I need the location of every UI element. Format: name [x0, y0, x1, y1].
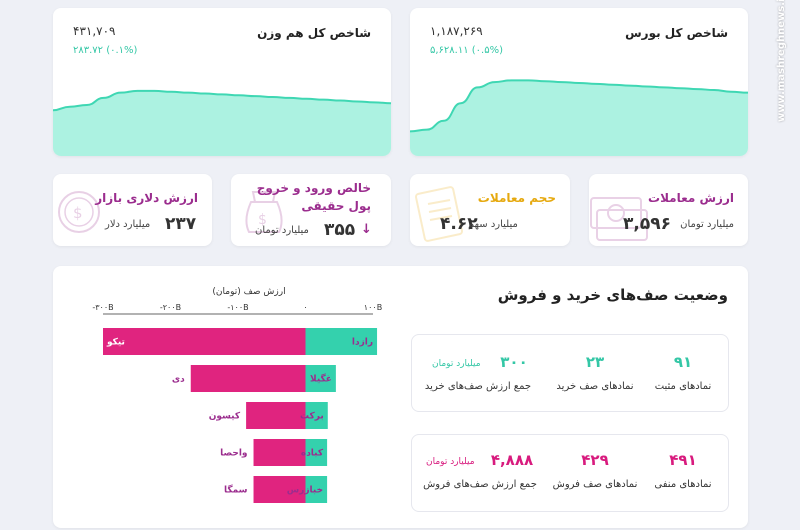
index-card-equal-weight: شاخص کل هم وزن ۴۳۱,۷۰۹ ۲۸۳.۷۲ (۰.۱%)	[53, 8, 391, 156]
buy-symbol-label: غگیلا	[310, 373, 332, 385]
sell-queue-label: نمادهای صف فروش	[552, 479, 638, 490]
dollar-icon: $	[58, 191, 100, 233]
buy-symbol-label: رازدا	[352, 338, 373, 348]
stat-card-real-money-flow: $ خالص ورود و خروج پول حقیقی ↓ ۳۵۵ میلیا…	[231, 174, 391, 246]
positive-label: نمادهای مثبت	[654, 381, 712, 392]
sell-queue-summary: ۴۹۱ نمادهای منفی ۴۲۹ نمادهای صف فروش ۴,۸…	[411, 434, 729, 512]
buy-symbol-label: کباده	[301, 449, 324, 459]
buy-symbol-label: خبازرس	[287, 486, 323, 496]
buy-bar	[305, 439, 328, 466]
index-value: ۴۳۱,۷۰۹	[73, 24, 116, 38]
index-card-main: شاخص کل بورس ۱,۱۸۷,۲۶۹ ۵,۶۲۸.۱۱ (۰.۵%)	[410, 8, 748, 156]
chart-title: ارزش صف (تومان)	[212, 287, 285, 297]
svg-text:$: $	[73, 204, 83, 222]
buy-total-label: جمع ارزش صف‌های خرید	[424, 381, 532, 392]
buy-symbol-label: برکت	[300, 412, 324, 422]
sell-symbol-label: واحصا	[220, 449, 247, 459]
queue-status-panel: وضعیت صف‌های خرید و فروش ۹۱ نمادهای مثبت…	[53, 266, 748, 528]
sell-symbol-label: دی	[172, 375, 185, 385]
area-line	[53, 89, 391, 112]
sell-bar	[253, 439, 306, 466]
stat-title-line2: پول حقیقی	[301, 199, 371, 213]
area-fill	[410, 80, 748, 156]
stat-unit: میلیارد سهم	[468, 219, 518, 230]
sell-bar	[103, 328, 306, 355]
index-title: شاخص کل هم وزن	[257, 26, 371, 40]
queue-bar-chart: ارزش صف (تومان) -۳۰۰B -۲۰۰B -۱۰۰B ۰ ۱۰۰B راز…	[92, 287, 382, 503]
area-line	[410, 79, 748, 133]
index-change: ۲۸۳.۷۲ (۰.۱%)	[73, 45, 138, 56]
document-icon	[414, 186, 464, 242]
stat-card-trade-volume: حجم معاملات ۴.۶۲ میلیارد سهم	[410, 174, 570, 246]
sell-symbol-label: کیسون	[209, 412, 241, 422]
area-fill	[53, 90, 391, 156]
sell-total-label: جمع ارزش صف‌های فروش	[423, 479, 537, 490]
buy-total-unit: میلیارد تومان	[432, 359, 481, 369]
stat-title: ارزش دلاری بازار	[95, 191, 198, 205]
panel-title: وضعیت صف‌های خرید و فروش	[497, 286, 728, 304]
stat-value: ۴.۶۲	[440, 214, 478, 234]
x-tick-label: -۳۰۰B	[92, 303, 113, 312]
buy-bar	[305, 476, 328, 503]
buy-bar	[305, 365, 336, 392]
negative-count: ۴۹۱	[669, 451, 697, 469]
sell-bar	[190, 365, 306, 392]
index-change: ۵,۶۲۸.۱۱ (۰.۵%)	[430, 45, 503, 56]
sell-symbol-label: سمگا	[224, 484, 248, 496]
buy-bar	[305, 328, 378, 355]
watermark: www.mashreghnews.ir	[776, 0, 787, 122]
stat-unit: میلیارد تومان	[255, 225, 309, 236]
sell-bar	[253, 476, 306, 503]
stat-value: ۲۳۷	[165, 214, 197, 234]
x-tick-label: ۰	[303, 303, 307, 312]
stat-unit: میلیارد تومان	[680, 219, 734, 230]
x-tick-label: ۱۰۰B	[364, 303, 382, 312]
money-bag-icon: $	[245, 191, 283, 233]
sell-queue-count: ۴۲۹	[581, 451, 609, 469]
stat-title-line1: خالص ورود و خروج	[256, 181, 371, 195]
stat-unit: میلیارد دلار	[105, 219, 151, 230]
index-value: ۱,۱۸۷,۲۶۹	[430, 24, 483, 38]
down-arrow-icon: ↓	[361, 222, 372, 237]
x-tick-label: -۲۰۰B	[160, 303, 181, 312]
stat-title: حجم معاملات	[477, 191, 556, 205]
stat-title: ارزش معاملات	[648, 191, 734, 205]
sell-symbol-label: تیکو	[106, 338, 125, 348]
sell-total-value: ۴,۸۸۸	[490, 451, 534, 469]
stat-value: ۳,۵۹۶	[623, 214, 671, 234]
svg-text:$: $	[258, 212, 267, 228]
negative-label: نمادهای منفی	[654, 479, 712, 490]
buy-bar	[305, 402, 328, 429]
stat-card-trade-value: ارزش معاملات ۳,۵۹۶ میلیارد تومان	[589, 174, 748, 246]
stat-card-market-dollar-value: $ ارزش دلاری بازار ۲۳۷ میلیارد دلار	[53, 174, 212, 246]
index-area-chart	[410, 79, 748, 156]
index-area-chart	[53, 89, 391, 156]
index-title: شاخص کل بورس	[625, 26, 728, 40]
buy-queue-label: نمادهای صف خرید	[556, 381, 634, 392]
stat-value: ۳۵۵	[324, 220, 356, 240]
sell-bar	[246, 402, 306, 429]
positive-count: ۹۱	[673, 353, 693, 371]
x-tick-label: -۱۰۰B	[227, 303, 248, 312]
buy-total-value: ۳۰۰	[500, 353, 528, 371]
money-icon	[590, 197, 648, 241]
buy-queue-count: ۲۳	[585, 353, 605, 371]
sell-total-unit: میلیارد تومان	[426, 457, 475, 467]
buy-queue-summary: ۹۱ نمادهای مثبت ۲۳ نمادهای صف خرید ۳۰۰ م…	[411, 334, 729, 412]
